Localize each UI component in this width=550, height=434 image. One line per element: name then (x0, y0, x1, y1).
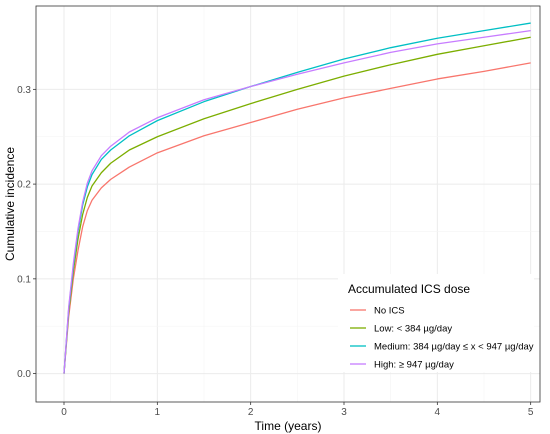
legend-title: Accumulated ICS dose (348, 282, 470, 296)
x-tick-label: 4 (435, 407, 441, 418)
axis-ticks: 0 1 2 3 4 5 0.0 0.1 0.2 0.3 (17, 85, 534, 418)
y-axis-title: Cumulative incidence (3, 147, 17, 261)
y-tick-label: 0.1 (17, 274, 31, 285)
x-tick-label: 5 (528, 407, 534, 418)
plot-panel-border (35, 5, 541, 403)
series-line (63, 62, 531, 374)
series-line (63, 36, 531, 374)
series-line (63, 29, 531, 374)
x-tick-label: 0 (61, 407, 67, 418)
x-tick-label: 2 (248, 407, 254, 418)
y-tick-label: 0.2 (17, 180, 31, 191)
x-tick-label: 3 (341, 407, 347, 418)
y-tick-label: 0.3 (17, 85, 31, 96)
y-tick-label: 0.0 (17, 369, 31, 380)
legend-label: Low: < 384 µg/day (374, 324, 452, 335)
legend-label: High: ≥ 947 µg/day (374, 360, 454, 371)
legend: Accumulated ICS dose No ICS Low: < 384 µg… (338, 274, 534, 372)
series-lines (63, 22, 531, 374)
legend-background (338, 274, 534, 372)
legend-items: No ICS Low: < 384 µg/day Medium: 384 µg/da… (350, 306, 534, 371)
x-axis-title: Time (years) (255, 419, 322, 433)
x-tick-label: 1 (155, 407, 161, 418)
legend-label: No ICS (374, 306, 405, 317)
legend-label: Medium: 384 µg/day ≤ x < 947 µg/day (374, 342, 534, 353)
